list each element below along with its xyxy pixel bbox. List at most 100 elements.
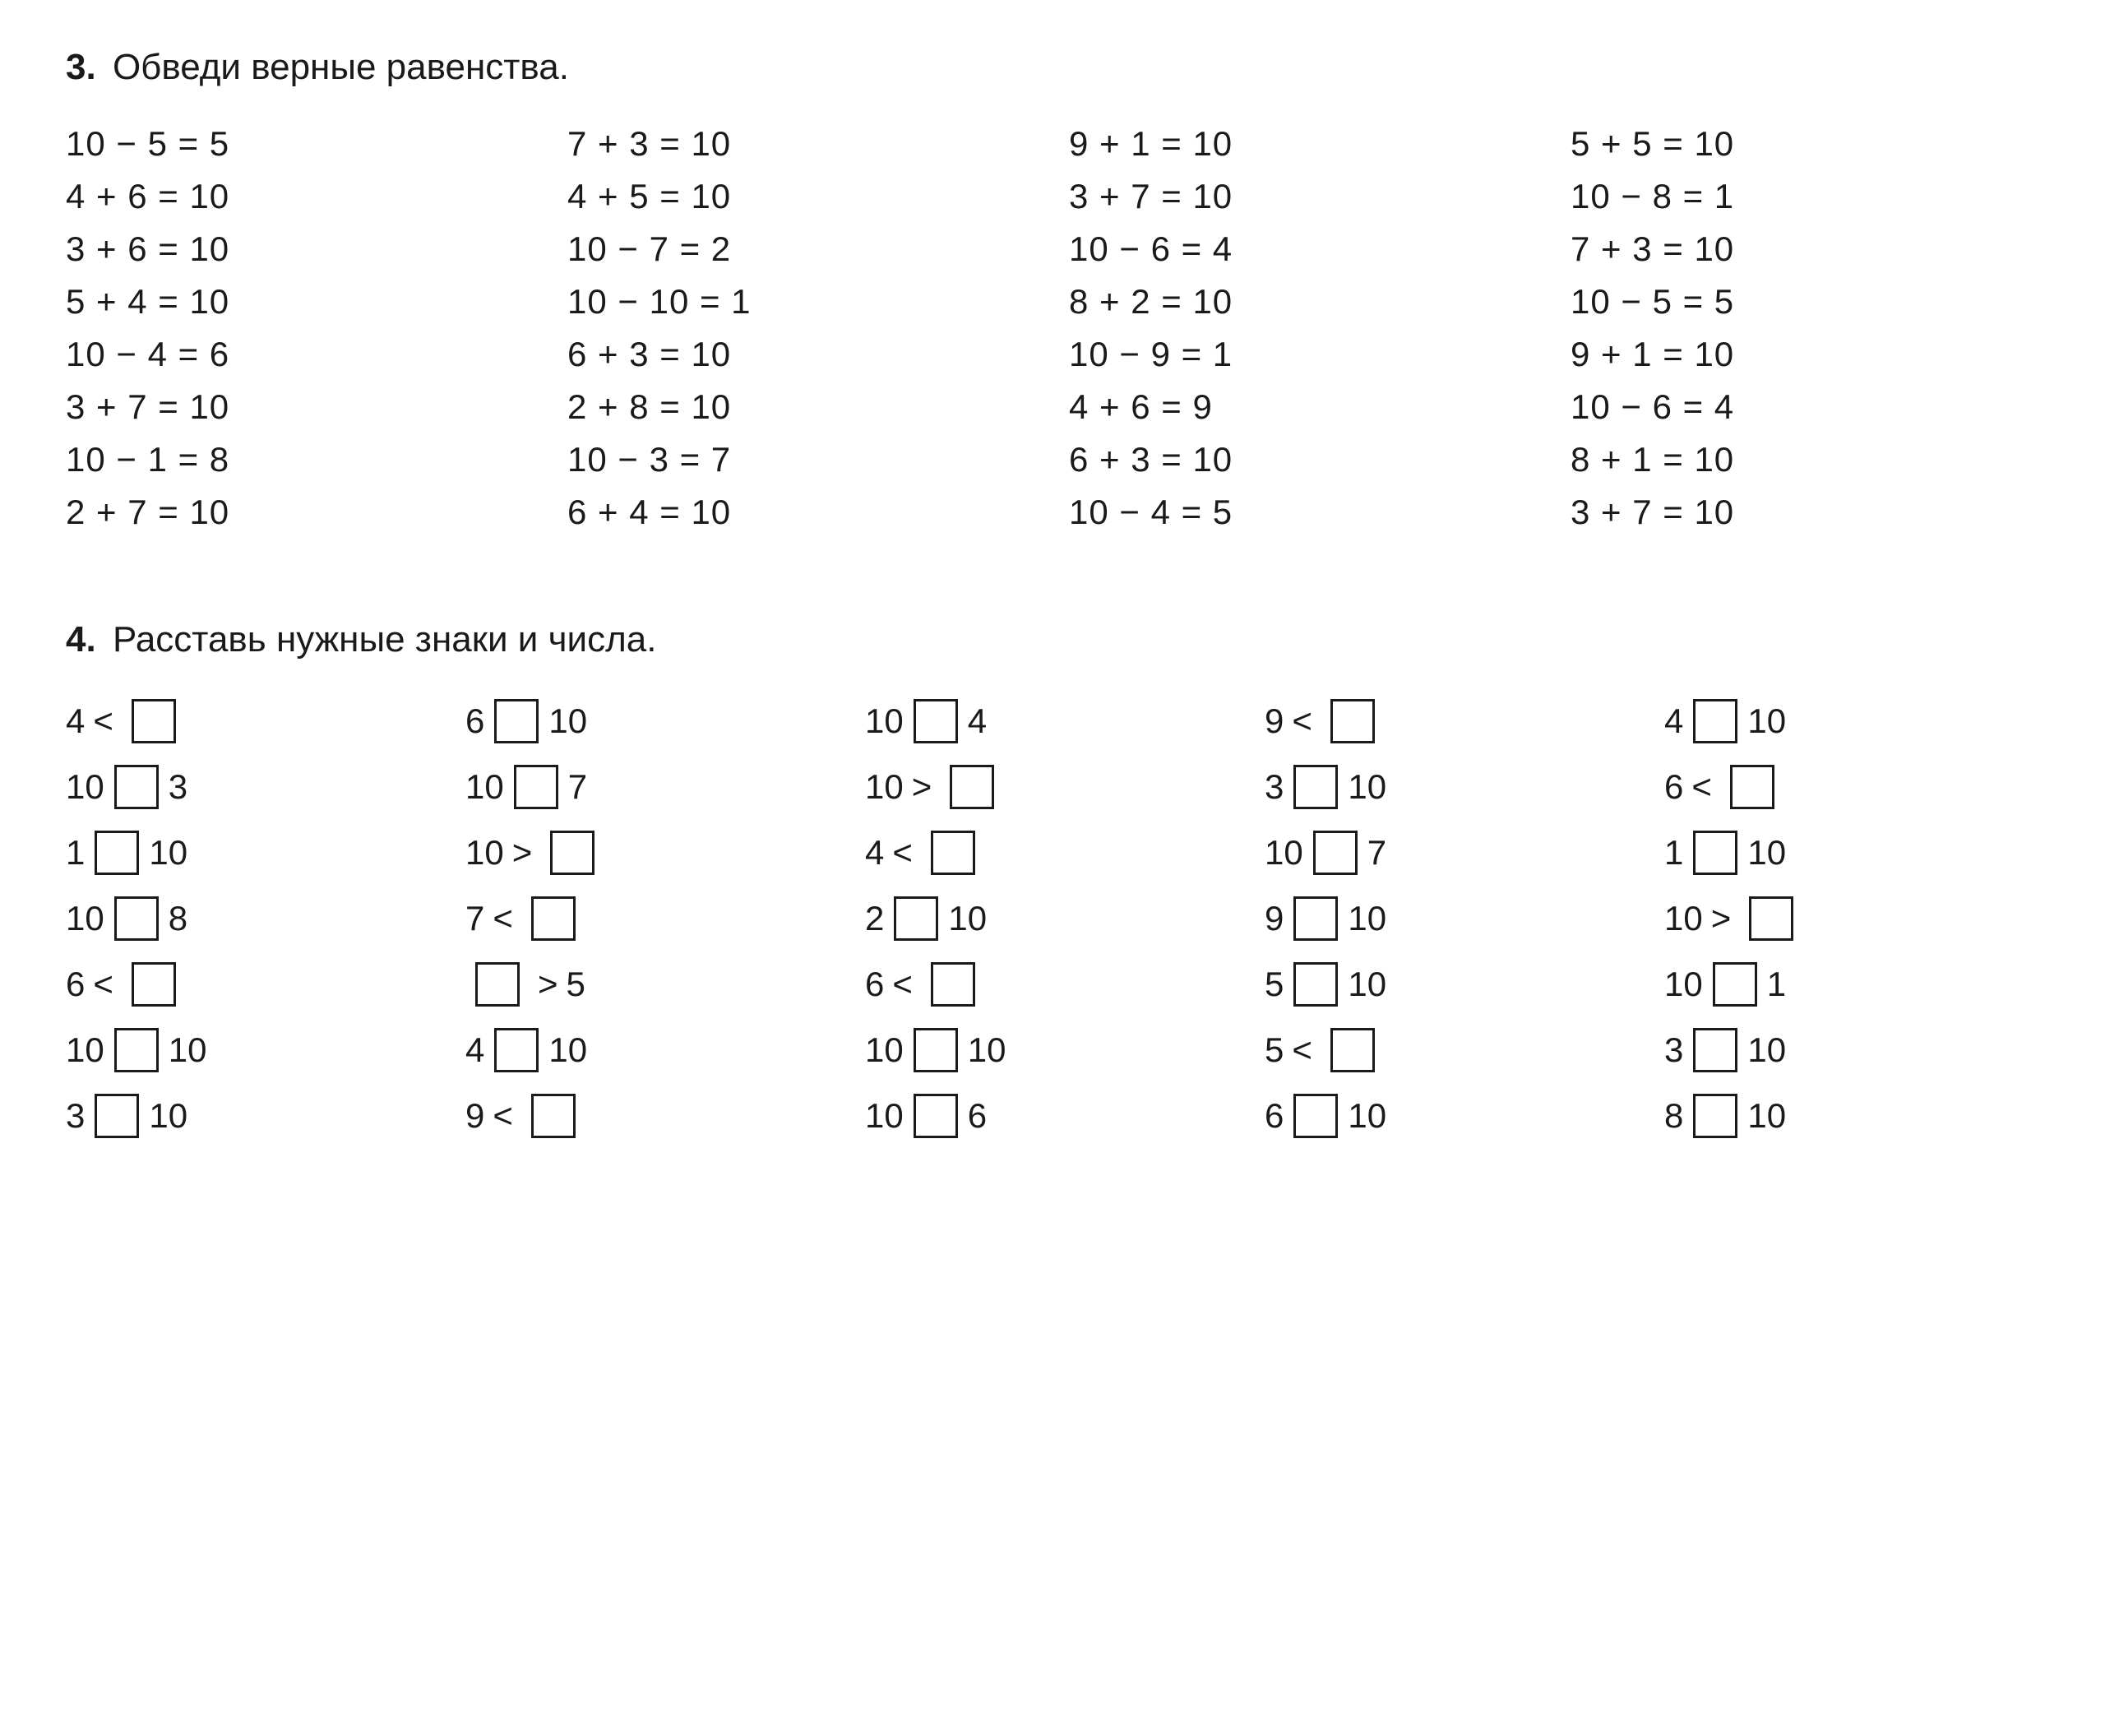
comparison-sign: < (1292, 704, 1312, 738)
blank-box[interactable] (1730, 765, 1774, 809)
comparison-sign: < (892, 836, 913, 870)
blank-box[interactable] (95, 1094, 139, 1138)
equation-row: 5 + 4 = 10 (66, 285, 534, 319)
comparison-number: 6 (968, 1099, 987, 1133)
comparison-number: 10 (66, 770, 104, 804)
blank-box[interactable] (531, 1094, 576, 1138)
equation-row: 9 + 1 = 10 (1069, 127, 1538, 161)
comparison-row: 110 (1664, 831, 2039, 875)
blank-box[interactable] (1293, 765, 1338, 809)
blank-box[interactable] (494, 1028, 539, 1072)
blank-box[interactable] (1293, 896, 1338, 941)
comparison-number: 3 (1664, 1033, 1683, 1067)
equation-row: 10 − 1 = 8 (66, 442, 534, 477)
equations-column: 9 + 1 = 103 + 7 = 1010 − 6 = 48 + 2 = 10… (1069, 127, 1538, 548)
blank-box[interactable] (1330, 699, 1375, 743)
blank-box[interactable] (550, 831, 594, 875)
comparison-row: 410 (465, 1028, 840, 1072)
equation-row: 6 + 3 = 10 (1069, 442, 1538, 477)
blank-box[interactable] (894, 896, 938, 941)
comparison-row: 10> (1664, 896, 2039, 941)
comparison-number: 10 (968, 1033, 1006, 1067)
comparison-row: 610 (1265, 1094, 1640, 1138)
comparison-number: 5 (1265, 967, 1284, 1002)
comparison-sign: > (912, 770, 932, 804)
comparison-number: 10 (548, 1033, 587, 1067)
comparison-sign: < (1292, 1033, 1312, 1067)
equation-row: 10 − 8 = 1 (1571, 179, 2039, 214)
comparison-row: 310 (1664, 1028, 2039, 1072)
blank-box[interactable] (494, 699, 539, 743)
equation-row: 3 + 7 = 10 (1571, 495, 2039, 530)
comparison-row: 10 7 (465, 765, 840, 809)
blank-box[interactable] (1693, 699, 1737, 743)
comparison-number: 10 (465, 770, 504, 804)
comparison-number: 3 (66, 1099, 85, 1133)
blank-box[interactable] (931, 962, 975, 1007)
blank-box[interactable] (531, 896, 576, 941)
blank-box[interactable] (1313, 831, 1358, 875)
comparison-number: 10 (465, 836, 504, 870)
blank-box[interactable] (1749, 896, 1793, 941)
comparison-number: 3 (1265, 770, 1284, 804)
equation-row: 10 − 6 = 4 (1571, 390, 2039, 424)
comparison-sign: > (1711, 901, 1732, 936)
blank-box[interactable] (1330, 1028, 1375, 1072)
blank-box[interactable] (1713, 962, 1757, 1007)
comparison-row: 7< (465, 896, 840, 941)
blank-box[interactable] (1693, 1094, 1737, 1138)
equation-row: 6 + 3 = 10 (567, 337, 1036, 372)
blank-box[interactable] (132, 962, 176, 1007)
comparison-number: 6 (865, 967, 884, 1002)
comparison-row: 103 (66, 765, 441, 809)
comparison-number: 10 (1747, 704, 1786, 738)
comparison-row: 4< (66, 699, 441, 743)
equations-column: 10 − 5 = 54 + 6 = 103 + 6 = 105 + 4 = 10… (66, 127, 534, 548)
comparison-number: 7 (568, 770, 587, 804)
blank-box[interactable] (132, 699, 176, 743)
comparison-row: 910 (1265, 896, 1640, 941)
comparison-row: 1010 (865, 1028, 1240, 1072)
comparison-row: >5 (465, 962, 840, 1007)
blank-box[interactable] (95, 831, 139, 875)
comparison-number: 4 (1664, 704, 1683, 738)
blank-box[interactable] (914, 1094, 958, 1138)
blank-box[interactable] (114, 1028, 159, 1072)
blank-box[interactable] (1293, 1094, 1338, 1138)
equation-row: 3 + 7 = 10 (1069, 179, 1538, 214)
task-3-number: 3. (66, 47, 96, 87)
blank-box[interactable] (1293, 962, 1338, 1007)
comparison-number: 10 (1348, 1099, 1386, 1133)
comparison-number: 10 (865, 1099, 904, 1133)
blank-box[interactable] (914, 1028, 958, 1072)
comparison-row: 6< (1664, 765, 2039, 809)
comparison-row: 10> (865, 765, 1240, 809)
comparison-row: 104 (865, 699, 1240, 743)
equation-row: 10 − 5 = 5 (66, 127, 534, 161)
comparison-number: 10 (548, 704, 587, 738)
equation-row: 10 − 7 = 2 (567, 232, 1036, 266)
equation-row: 6 + 4 = 10 (567, 495, 1036, 530)
blank-box[interactable] (914, 699, 958, 743)
blank-box[interactable] (514, 765, 558, 809)
blank-box[interactable] (114, 896, 159, 941)
blank-box[interactable] (114, 765, 159, 809)
comparison-number: 2 (865, 901, 884, 936)
comparison-number: 6 (465, 704, 484, 738)
comparison-number: 7 (1367, 836, 1386, 870)
blank-box[interactable] (1693, 1028, 1737, 1072)
blank-box[interactable] (950, 765, 994, 809)
equation-row: 4 + 6 = 9 (1069, 390, 1538, 424)
comparison-row: 4< (865, 831, 1240, 875)
blank-box[interactable] (475, 962, 520, 1007)
blank-box[interactable] (1693, 831, 1737, 875)
comparison-number: 5 (567, 967, 585, 1002)
equation-row: 10 − 5 = 5 (1571, 285, 2039, 319)
blank-box[interactable] (931, 831, 975, 875)
comparison-number: 1 (1767, 967, 1786, 1002)
equation-row: 9 + 1 = 10 (1571, 337, 2039, 372)
comparison-number: 10 (948, 901, 987, 936)
equation-row: 2 + 8 = 10 (567, 390, 1036, 424)
comparison-row: 5< (1265, 1028, 1640, 1072)
comparison-row: 9< (1265, 699, 1640, 743)
